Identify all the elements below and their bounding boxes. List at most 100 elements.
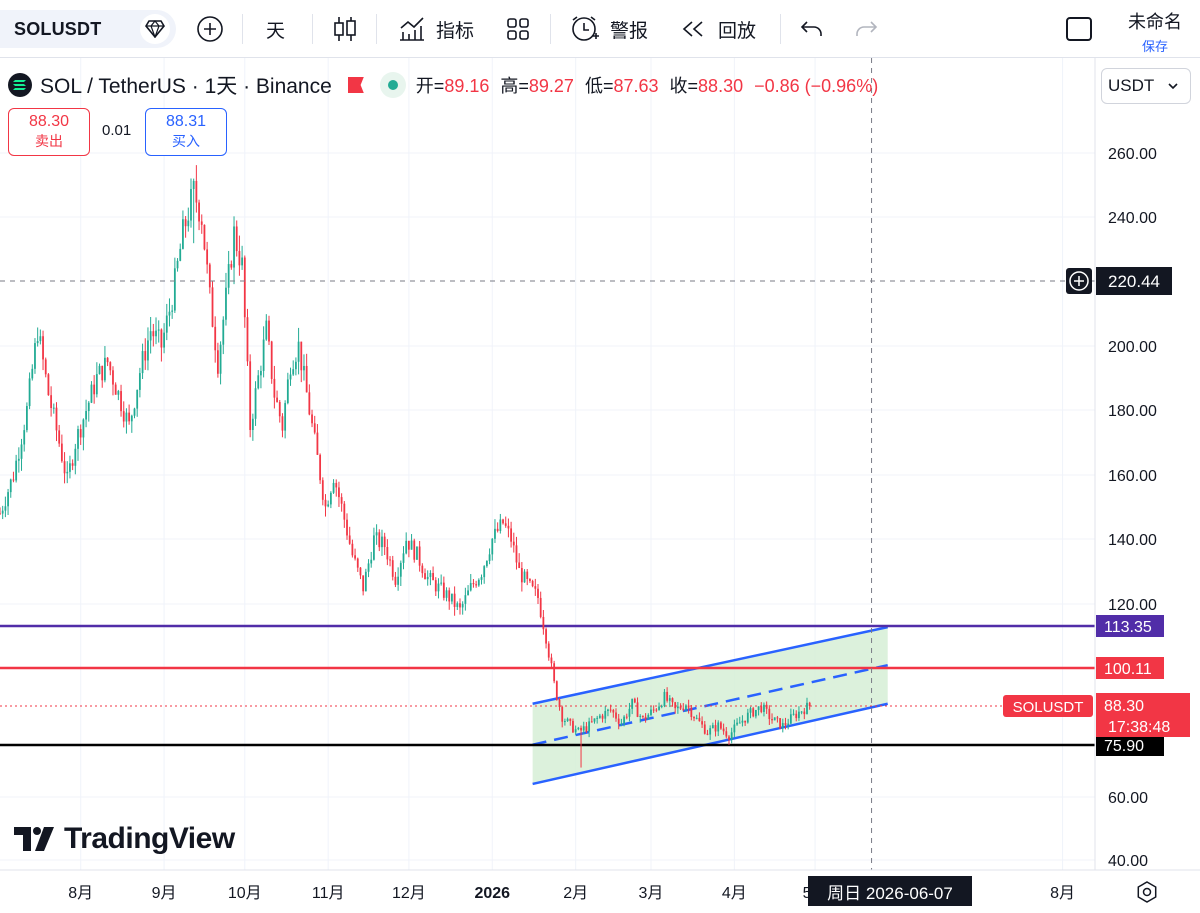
candle-body <box>496 528 499 531</box>
candle-body <box>598 715 601 718</box>
layout-name-button[interactable]: 未命名 保存 <box>1128 8 1182 55</box>
time-tick-label: 8月 <box>68 885 93 902</box>
templates-button[interactable] <box>506 10 530 48</box>
candle-body <box>693 717 695 719</box>
tradingview-logo[interactable]: TradingView <box>14 822 235 856</box>
candle-body <box>4 506 7 511</box>
interval-button[interactable]: 天 <box>266 10 285 48</box>
candle-body <box>494 528 496 539</box>
candle-body <box>542 616 545 630</box>
candle-body <box>564 721 566 723</box>
add-symbol-button[interactable] <box>196 10 224 48</box>
candle-body <box>373 535 375 560</box>
candle-body <box>295 361 297 370</box>
time-tick-label: 9月 <box>152 885 177 902</box>
fullscreen-icon[interactable] <box>1066 17 1092 41</box>
undo-button[interactable] <box>800 10 824 48</box>
candle-body <box>475 584 478 586</box>
redo-button[interactable] <box>854 10 878 48</box>
symbol-search-button[interactable]: SOLUSDT <box>0 10 176 48</box>
candle-body <box>82 419 85 438</box>
tv-logo-icon <box>14 827 54 851</box>
flag-icon[interactable] <box>347 77 364 93</box>
candle-body <box>612 710 615 713</box>
candle-body <box>714 725 717 732</box>
candle-body <box>95 374 98 395</box>
candle-body <box>499 519 502 531</box>
candle-body <box>604 710 607 719</box>
candle-body <box>445 590 448 598</box>
candle-body <box>152 331 155 337</box>
candle-body <box>736 722 738 725</box>
candle-body <box>47 374 50 396</box>
sell-price: 88.30 <box>28 113 70 130</box>
low-value: 87.63 <box>613 76 659 96</box>
chart-type-button[interactable] <box>332 10 358 48</box>
candle-body <box>617 718 620 724</box>
candle-body <box>695 717 698 719</box>
sell-button[interactable]: 88.30 卖出 <box>8 108 90 156</box>
candle-body <box>800 711 803 713</box>
chevron-down-icon <box>1168 83 1178 90</box>
candle-body <box>620 723 623 725</box>
candle-body <box>168 311 171 316</box>
candle-body <box>676 706 679 709</box>
market-status-icon[interactable] <box>379 72 406 98</box>
candle-body <box>87 402 90 412</box>
candle-body <box>582 726 585 731</box>
candle-body <box>109 362 112 371</box>
candle-body <box>381 536 383 548</box>
horizontal-levels[interactable]: SOLUSDT <box>0 624 1095 747</box>
candle-body <box>28 378 31 407</box>
time-tick-label: 2月 <box>563 885 588 902</box>
candle-body <box>655 709 658 711</box>
candle-body <box>52 407 55 409</box>
last-price-label: 88.30 <box>1104 698 1144 715</box>
candle-body <box>346 519 348 536</box>
candle-body <box>706 733 709 735</box>
symbol-label: SOLUSDT <box>14 18 102 39</box>
candle-body <box>90 384 93 403</box>
candle-body <box>249 361 252 430</box>
time-axis[interactable]: 8月9月10月11月12月20262月3月4月5月8月 <box>0 869 1200 902</box>
candle-body <box>343 503 346 520</box>
alert-button[interactable]: 警报 <box>570 10 648 48</box>
candle-body <box>580 727 582 731</box>
candle-body <box>268 320 270 342</box>
candle-body <box>171 310 174 312</box>
candle-body <box>303 365 305 371</box>
candle-body <box>141 351 144 374</box>
currency-select[interactable]: USDT <box>1101 68 1191 104</box>
candle-body <box>572 720 574 733</box>
save-label: 保存 <box>1141 39 1168 54</box>
candle-body <box>690 707 693 718</box>
add-alert-plus-icon[interactable] <box>1066 268 1092 294</box>
diamond-icon[interactable] <box>140 14 170 44</box>
candle-body <box>776 717 779 719</box>
candle-body <box>407 540 410 550</box>
candle-body <box>453 593 456 607</box>
candle-body <box>195 180 198 203</box>
candle-body <box>69 463 71 472</box>
price-axis[interactable]: 260.00 240.00 200.00 180.00 160.00 140.00 120.… <box>1066 58 1200 870</box>
indicators-icon <box>400 17 424 41</box>
candle-body <box>413 540 416 560</box>
crosshair-date-label: 周日 2026-06-07 <box>808 876 972 906</box>
candle-body <box>251 418 254 430</box>
ohlc-values: 开=89.16 高=89.27 低=87.63 收=88.30 −0.86 (−… <box>416 72 878 98</box>
indicators-button[interactable]: 指标 <box>398 10 474 48</box>
candle-body <box>190 189 192 221</box>
candle-body <box>198 202 200 222</box>
candle-body <box>206 249 209 265</box>
candle-body <box>798 711 800 719</box>
chart-title: SOL / TetherUS · 1天 · Binance <box>40 75 332 98</box>
candle-body <box>526 571 529 579</box>
settings-icon[interactable] <box>1136 881 1158 903</box>
candle-body <box>79 429 82 438</box>
replay-button[interactable]: 回放 <box>680 10 756 48</box>
price-chart[interactable]: SOLUSDT 260.00 240.00 200.00 180.00 160.00 14… <box>0 58 1200 913</box>
candle-body <box>63 461 66 474</box>
layout-name: 未命名 <box>1128 12 1182 32</box>
candle-body <box>316 432 319 455</box>
buy-button[interactable]: 88.31 买入 <box>145 108 227 156</box>
